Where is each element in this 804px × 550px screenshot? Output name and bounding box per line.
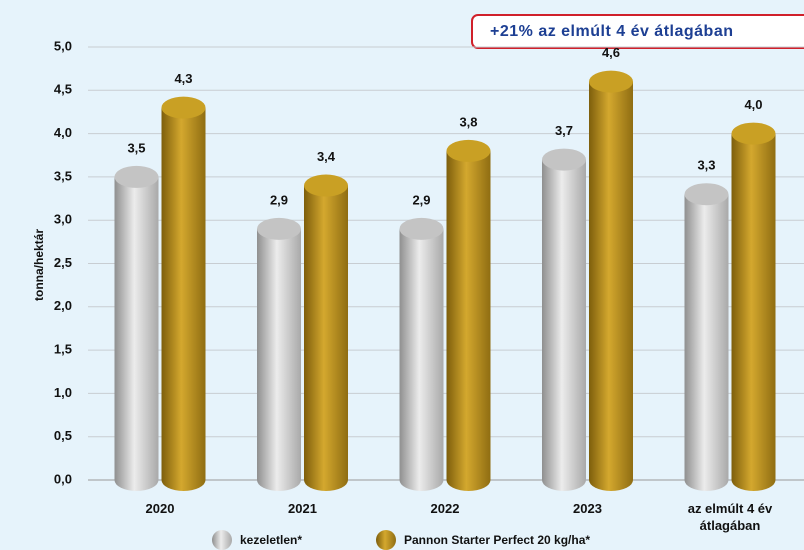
bar [684,194,729,491]
y-axis-label: tonna/hektár [32,229,46,301]
y-tick-label: 0,0 [54,471,72,486]
data-label: 3,4 [317,149,336,164]
legend-label: kezeletlen* [240,533,302,547]
legend-swatch [212,530,232,550]
bar-cap [589,70,633,93]
bar [731,133,776,491]
y-tick-label: 4,5 [54,82,72,97]
bar [542,159,586,491]
data-label: 4,3 [174,71,192,86]
data-label: 2,9 [270,192,288,207]
y-tick-label: 3,0 [54,212,72,227]
bar-cap [731,122,776,145]
data-label: 4,0 [744,97,762,112]
bar [399,228,444,492]
y-tick-label: 0,5 [54,428,72,443]
data-label: 3,8 [459,114,477,129]
data-label: 4,6 [602,45,620,60]
legend-label: Pannon Starter Perfect 20 kg/ha* [404,533,590,547]
bar-cap [114,165,159,188]
y-tick-label: 2,0 [54,298,72,313]
data-label: 3,7 [555,123,573,138]
bar [589,81,633,491]
data-label: 2,9 [412,192,430,207]
y-tick-label: 1,5 [54,342,72,357]
x-tick-label: 2023 [573,501,602,516]
y-tick-label: 5,0 [54,38,72,53]
bar-cap [304,174,348,197]
bar [257,228,301,492]
bar-cap [161,96,206,119]
y-tick-label: 3,5 [54,168,72,183]
data-label: 3,3 [697,158,715,173]
bar-cap [446,139,491,162]
data-label: 3,5 [127,140,145,155]
bar-cap [542,148,586,171]
bar-cap [684,183,729,206]
annotation: +21% az elmúlt 4 év átlagában [490,23,734,40]
bar-cap [257,217,301,240]
annotation-box [471,14,804,49]
legend-swatch [376,530,396,550]
y-tick-label: 4,0 [54,125,72,140]
bar-cap [399,217,444,240]
bar [446,150,491,492]
y-tick-label: 2,5 [54,255,72,270]
x-tick-label: 2022 [430,501,460,516]
x-tick-label: az elmúlt 4 év átlagában [687,501,773,533]
x-tick-label: 2021 [288,501,317,516]
x-tick-label: 2020 [145,501,175,516]
bar [304,185,348,491]
bar [161,107,206,491]
bar [114,176,159,491]
y-tick-label: 1,0 [54,385,72,400]
